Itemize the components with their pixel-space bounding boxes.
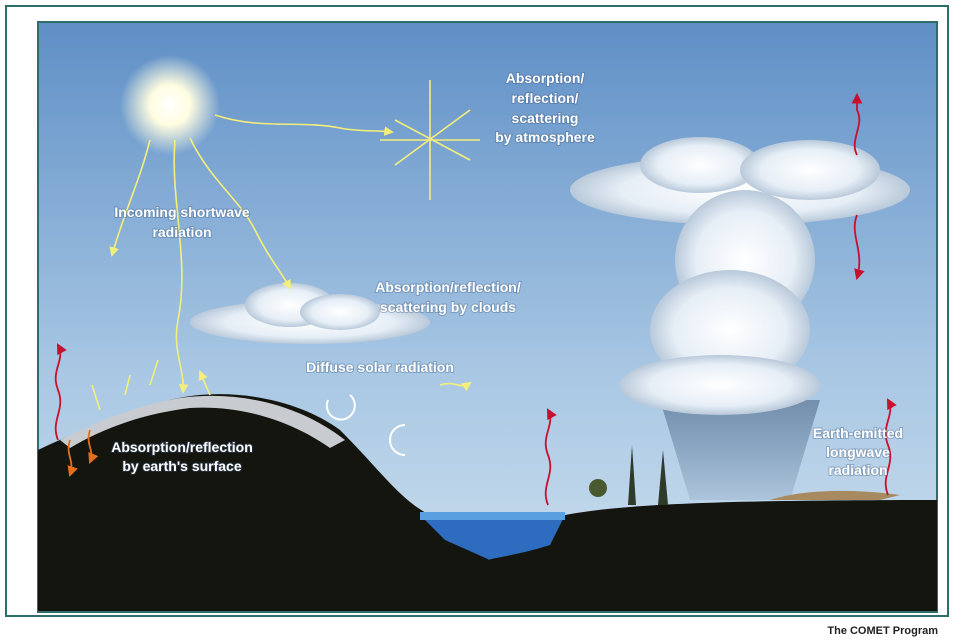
lake-surface xyxy=(420,512,565,520)
cumulonimbus xyxy=(570,137,910,415)
clouds-label: Absorption/reflection/scattering by clou… xyxy=(375,279,521,315)
diffuse-label: Diffuse solar radiation xyxy=(306,359,454,375)
snow xyxy=(60,395,345,448)
lake xyxy=(420,515,565,560)
rocks xyxy=(770,490,900,500)
rain xyxy=(660,400,820,500)
surface-arrows xyxy=(67,429,99,478)
credit: The COMET Program xyxy=(827,625,938,637)
ground xyxy=(38,394,937,611)
diffuse-swirls xyxy=(325,394,406,456)
surface-label: Absorption/reflection by earth's surface xyxy=(111,439,253,474)
longwave-arrows xyxy=(54,92,897,506)
incoming-label: Incoming shortwave radiation xyxy=(114,204,250,240)
cloud xyxy=(190,283,430,344)
sun xyxy=(120,55,220,155)
longwave-label: Earth-emitted longwave radiation xyxy=(813,425,903,478)
trees xyxy=(589,445,668,505)
atmosphere-label: Absorption/reflection/scattering by atmos… xyxy=(495,70,595,145)
shortwave-arrows xyxy=(91,80,480,411)
